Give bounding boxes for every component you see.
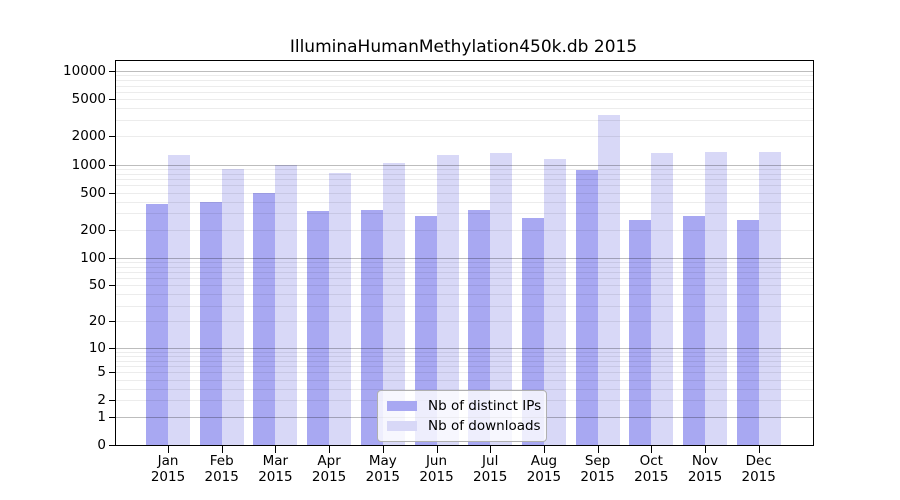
y-tick-mark <box>109 229 116 231</box>
bar-distinct-ips <box>307 211 330 445</box>
bar-downloads <box>758 152 781 445</box>
y-tick-mark <box>109 99 116 101</box>
y-tick-label: 5 <box>97 364 106 381</box>
y-tick-label: 200 <box>80 221 106 238</box>
legend: Nb of distinct IPs Nb of downloads <box>377 390 547 442</box>
y-tick-label: 2000 <box>71 128 106 145</box>
x-tick-mark <box>221 446 223 453</box>
x-tick-mark <box>705 446 706 453</box>
x-tick-mark <box>436 446 438 453</box>
x-tick-mark <box>168 446 169 453</box>
bar-distinct-ips <box>575 170 598 445</box>
x-tick-label: Jul 2015 <box>473 453 508 485</box>
bar-distinct-ips <box>360 210 383 445</box>
y-tick-mark <box>109 136 116 138</box>
bar-downloads <box>597 115 620 445</box>
x-tick-mark <box>329 446 331 453</box>
bar-downloads <box>168 155 190 445</box>
x-tick-label: Jan 2015 <box>150 453 186 485</box>
minor-gridline <box>116 75 813 77</box>
x-tick-label: Feb 2015 <box>204 453 239 485</box>
bar-distinct-ips <box>629 219 652 445</box>
bar-downloads <box>221 168 244 445</box>
legend-label-distinct-ips: Nb of distinct IPs <box>428 397 542 414</box>
x-tick-mark <box>382 446 384 453</box>
y-tick-label: 10000 <box>63 63 106 79</box>
legend-label-downloads: Nb of downloads <box>428 417 541 434</box>
minor-gridline <box>116 108 813 110</box>
y-tick-mark <box>109 164 116 166</box>
legend-swatch-distinct-ips <box>387 401 417 411</box>
x-tick-label: Jun 2015 <box>419 453 454 485</box>
bar-downloads <box>705 151 727 445</box>
y-tick-mark <box>109 372 116 374</box>
bar-distinct-ips <box>521 217 544 445</box>
y-tick-label: 100 <box>80 249 106 266</box>
legend-swatch-downloads <box>387 421 417 431</box>
x-tick-label: Mar 2015 <box>258 453 293 485</box>
minor-gridline <box>116 119 813 121</box>
x-tick-mark <box>758 446 760 453</box>
y-tick-label: 20 <box>88 313 106 330</box>
x-tick-label: Oct 2015 <box>634 453 669 485</box>
bar-downloads <box>490 152 513 445</box>
bar-distinct-ips <box>199 201 222 445</box>
bar-downloads <box>436 155 459 445</box>
y-tick-mark <box>109 445 116 446</box>
bar-distinct-ips <box>683 216 705 445</box>
chart-title: IlluminaHumanMethylation450k.db 2015 <box>289 37 638 57</box>
minor-gridline <box>116 85 813 87</box>
bar-distinct-ips <box>468 210 491 445</box>
y-tick-mark <box>109 257 116 259</box>
legend-item-downloads: Nb of downloads <box>378 417 546 434</box>
minor-gridline <box>116 99 813 101</box>
x-tick-mark <box>490 446 492 453</box>
y-tick-mark <box>109 347 116 349</box>
x-tick-mark <box>651 446 653 453</box>
minor-gridline <box>116 91 813 93</box>
bar-downloads <box>382 162 405 445</box>
y-tick-mark <box>109 192 116 194</box>
x-tick-label: Apr 2015 <box>311 453 347 485</box>
bar-distinct-ips <box>146 204 168 445</box>
bar-distinct-ips <box>253 193 276 445</box>
x-tick-label: Dec 2015 <box>741 453 776 485</box>
y-tick-label: 10 <box>88 339 106 356</box>
y-tick-mark <box>109 71 116 72</box>
bar-downloads <box>275 165 298 445</box>
y-tick-label: 500 <box>80 184 106 201</box>
x-tick-label: May 2015 <box>365 453 400 485</box>
y-tick-mark <box>109 321 116 323</box>
minor-gridline <box>116 80 813 82</box>
x-tick-mark <box>543 446 545 453</box>
x-tick-mark <box>275 446 277 453</box>
legend-item-distinct-ips: Nb of distinct IPs <box>378 397 546 414</box>
bar-downloads <box>651 152 674 445</box>
y-tick-mark <box>109 400 116 402</box>
y-tick-label: 50 <box>88 277 106 294</box>
y-tick-label: 1000 <box>71 156 106 173</box>
x-tick-label: Aug 2015 <box>526 453 562 485</box>
x-tick-label: Nov 2015 <box>687 453 723 485</box>
y-tick-mark <box>109 285 116 287</box>
plot-area: 0 1 2 5 10 20 50 100 200 500 1000 2000 5000 10000 Jan 2… <box>63 60 814 485</box>
bar-distinct-ips <box>414 216 437 445</box>
x-tick-label: Sep 2015 <box>580 453 615 485</box>
bar-downloads <box>543 158 566 445</box>
y-tick-label: 2 <box>97 392 106 409</box>
minor-gridline <box>116 136 813 138</box>
y-tick-label: 1 <box>97 408 106 425</box>
x-tick-mark <box>597 446 599 453</box>
major-gridline <box>116 71 813 72</box>
y-tick-mark <box>109 416 116 418</box>
bar-downloads <box>329 172 352 445</box>
y-tick-label: 0 <box>97 437 106 453</box>
y-tick-label: 5000 <box>71 91 106 108</box>
bar-distinct-ips <box>736 219 759 445</box>
